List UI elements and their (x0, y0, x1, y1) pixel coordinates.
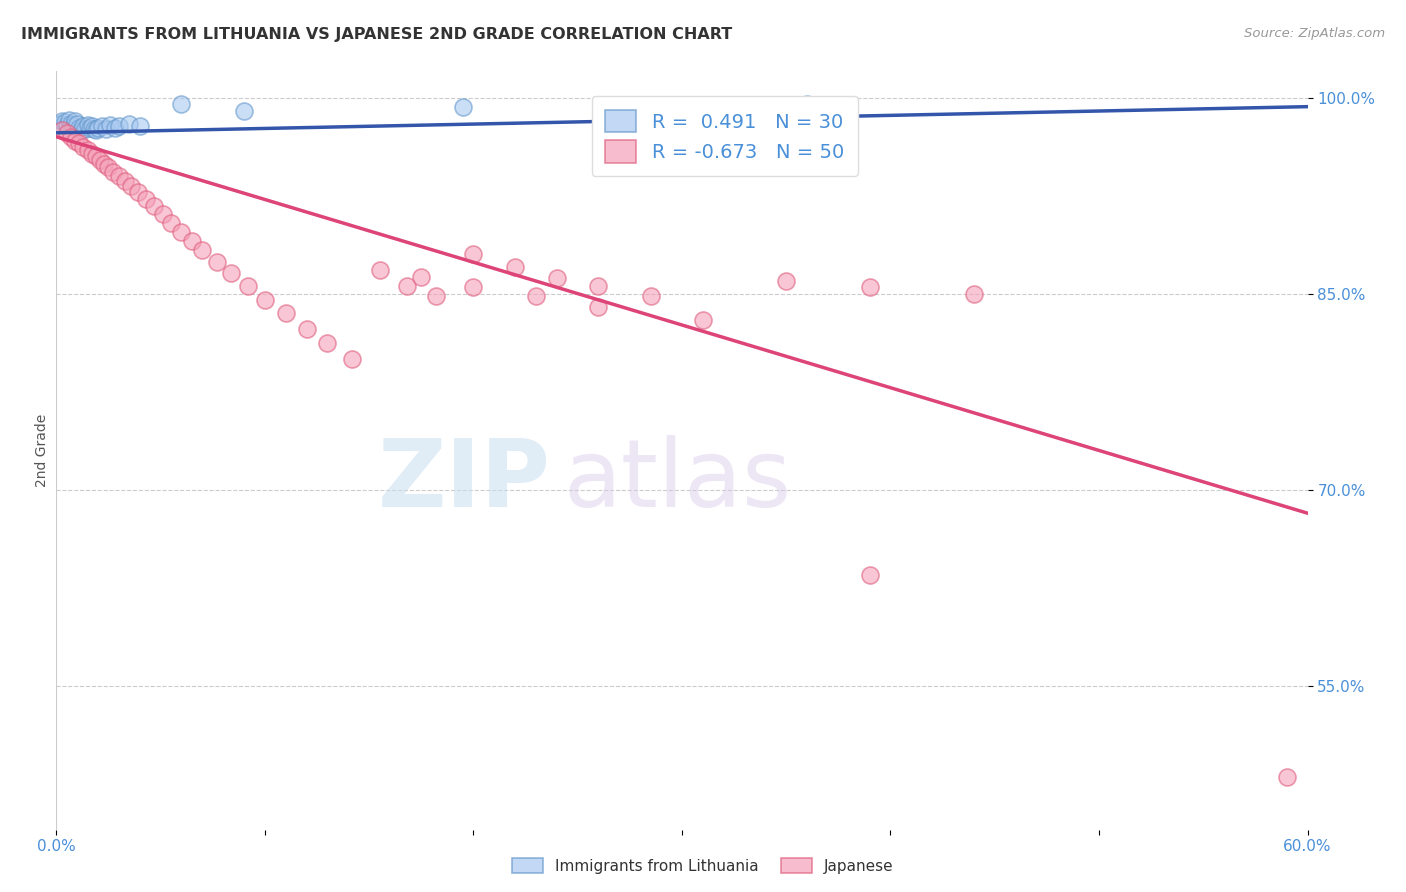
Point (49, 117, 72, 131)
Legend: R =  0.491   N = 30, R = -0.673   N = 50: R = 0.491 N = 30, R = -0.673 N = 50 (592, 96, 858, 176)
Point (160, 216, 183, 230)
Point (83, 121, 105, 136)
Point (84, 149, 107, 163)
Point (104, 120, 127, 135)
Point (546, 271, 568, 285)
Point (796, 97, 818, 112)
Text: IMMIGRANTS FROM LITHUANIA VS JAPANESE 2ND GRADE CORRELATION CHART: IMMIGRANTS FROM LITHUANIA VS JAPANESE 2N… (21, 27, 733, 42)
Point (63, 114, 86, 128)
Point (96, 121, 118, 136)
Point (76, 143, 98, 157)
Point (62, 120, 84, 134)
Point (253, 293, 276, 307)
Y-axis label: 2nd Grade: 2nd Grade (35, 414, 49, 487)
Point (51, 123, 73, 137)
Point (274, 306, 297, 320)
Point (91, 120, 114, 134)
Point (80, 146, 103, 161)
Point (93, 157, 115, 171)
Point (503, 260, 526, 275)
Point (59, 129, 82, 144)
Point (80, 120, 103, 134)
Text: Source: ZipAtlas.com: Source: ZipAtlas.com (1244, 27, 1385, 40)
Point (120, 179, 142, 194)
Point (101, 165, 124, 179)
Point (67, 120, 90, 135)
Point (1275, 770, 1298, 784)
Point (143, 199, 166, 213)
Point (63, 134, 86, 148)
Point (75, 121, 97, 136)
Point (55, 118, 77, 132)
Point (425, 289, 447, 303)
Point (84, 123, 107, 137)
Point (170, 97, 193, 112)
Text: ZIP: ZIP (378, 434, 551, 527)
Point (58, 112, 80, 127)
Point (59, 117, 82, 131)
Point (152, 207, 174, 221)
Point (451, 100, 474, 114)
Point (191, 244, 214, 258)
Point (524, 289, 547, 303)
Point (53, 115, 76, 129)
Point (72, 120, 94, 134)
Point (135, 193, 157, 207)
Point (463, 280, 485, 294)
Point (108, 169, 131, 183)
Point (342, 351, 364, 366)
Point (180, 235, 202, 249)
Point (236, 278, 259, 293)
Point (108, 120, 131, 134)
Point (588, 300, 610, 314)
Point (97, 160, 120, 174)
Point (233, 103, 256, 118)
Point (640, 289, 662, 303)
Point (89, 153, 111, 168)
Point (221, 266, 243, 280)
Point (775, 273, 797, 287)
Point (295, 322, 318, 336)
Point (411, 269, 433, 284)
Point (118, 117, 141, 131)
Point (76, 118, 98, 132)
Point (55, 126, 77, 140)
Point (963, 286, 986, 301)
Point (114, 174, 136, 188)
Point (67, 136, 90, 151)
Point (316, 336, 339, 351)
Point (205, 255, 228, 269)
Text: atlas: atlas (562, 434, 792, 527)
Point (66, 117, 89, 131)
Point (127, 185, 149, 199)
Point (588, 278, 610, 293)
Point (463, 247, 485, 261)
Point (368, 263, 391, 277)
Point (170, 225, 193, 239)
Point (87, 120, 110, 135)
Legend: Immigrants from Lithuania, Japanese: Immigrants from Lithuania, Japanese (506, 852, 900, 880)
Point (859, 567, 882, 582)
Point (395, 278, 418, 293)
Point (79, 120, 101, 135)
Point (51, 114, 73, 128)
Point (72, 140, 94, 154)
Point (692, 312, 714, 326)
Point (859, 280, 882, 294)
Point (128, 120, 150, 134)
Point (70, 123, 93, 137)
Point (100, 118, 122, 132)
